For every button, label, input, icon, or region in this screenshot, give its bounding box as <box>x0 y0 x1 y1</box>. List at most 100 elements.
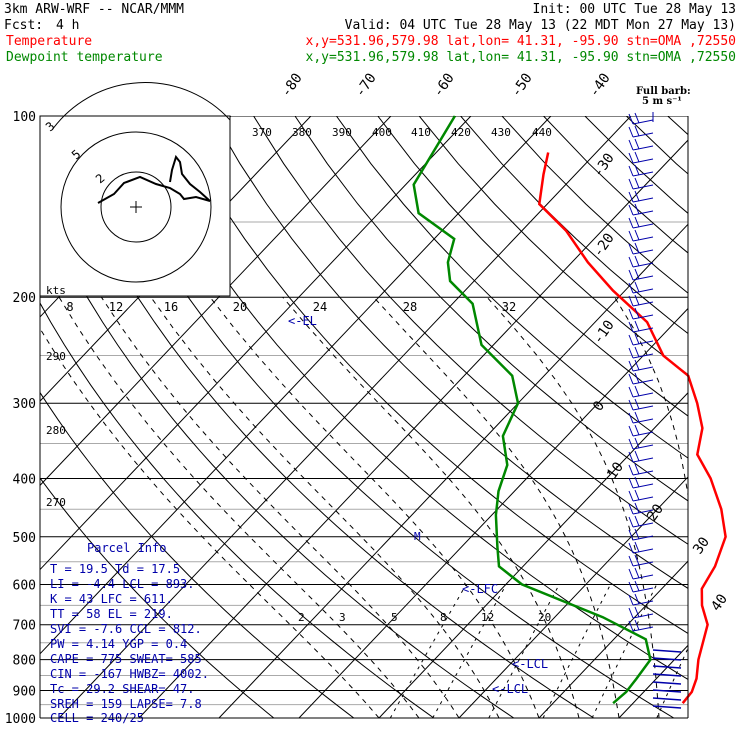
wind-barb-flag <box>628 529 634 541</box>
wind-barb-flag <box>634 203 640 215</box>
wind-barb-flag <box>628 204 634 216</box>
temperature-tick-label: 10 <box>604 459 627 482</box>
wind-barb-flag <box>628 386 634 398</box>
temperature-profile <box>537 152 727 704</box>
dry-adiabat-line <box>40 205 515 718</box>
wind-barb-flag <box>634 528 640 540</box>
wind-barb <box>632 574 654 580</box>
wind-barb-flag <box>634 463 640 475</box>
isotherm-line <box>138 139 688 718</box>
forecast-label: Fcst: <box>4 18 43 33</box>
temperature-tick-label: -70 <box>352 70 380 100</box>
pressure-tick-label: 1000 <box>5 712 36 727</box>
wind-barb-flag <box>628 425 634 437</box>
wind-barb-flag <box>634 476 640 488</box>
wind-barb <box>632 353 654 359</box>
hodograph-speed-label: 20 <box>233 300 247 314</box>
moist-adiabat-line <box>150 296 500 718</box>
wind-barb-flag <box>628 594 634 606</box>
wind-barb-flag <box>628 477 634 489</box>
moist-adiabat-line <box>100 296 460 718</box>
wind-barb <box>632 184 654 190</box>
parcel-row: Tc = 29.2 SHEAR= 47. <box>50 682 195 696</box>
lcl-marker: <-LCL <box>512 657 548 671</box>
theta-label: 380 <box>292 126 312 139</box>
parcel-info-title: Parcel Info <box>87 541 166 555</box>
moist-adiabat-line <box>58 296 420 718</box>
wind-barb-flag <box>634 567 640 579</box>
wind-barb <box>632 600 654 606</box>
wind-barb-flag <box>634 216 640 228</box>
wind-barb-flag <box>634 606 640 618</box>
forecast-hour: 4 h <box>56 18 79 33</box>
dry-adiabat-line <box>87 116 675 718</box>
mixing-ratio-label: 3 <box>339 611 346 624</box>
dry-adiabat-line <box>335 116 688 459</box>
wind-barb-flag <box>628 230 634 242</box>
pressure-tick-label: 400 <box>13 472 36 487</box>
mixing-ratio-label: 8 <box>440 611 447 624</box>
wind-barb <box>632 236 654 242</box>
wind-barb-flag <box>628 334 634 346</box>
theta-label: 280 <box>46 424 66 437</box>
parcel-row: SVI = -7.6 CCL = 812. <box>50 622 202 636</box>
wind-barb-flag <box>634 164 640 176</box>
wind-barb <box>632 548 654 554</box>
wind-barb-flag <box>628 165 634 177</box>
mixing-ratio-label: 20 <box>538 611 551 624</box>
hodograph-kts-label: kts <box>46 284 66 297</box>
isotherm-line <box>699 116 740 718</box>
wind-barb <box>632 418 654 424</box>
wind-barb-flag <box>628 555 634 567</box>
wind-barb-flag <box>628 308 634 320</box>
wind-barb-flag <box>634 450 640 462</box>
pressure-tick-label: 600 <box>13 578 36 593</box>
wind-barb <box>632 444 654 450</box>
wind-barb-flag <box>634 229 640 241</box>
temperature-tick-label: 0 <box>590 398 608 414</box>
mixing-ratio-line <box>488 584 560 718</box>
temperature-tick-label: 40 <box>708 591 731 614</box>
temperature-tick-label: -80 <box>278 70 306 100</box>
wind-barb-flag <box>634 515 640 527</box>
dry-adiabat-line <box>543 116 688 254</box>
temperature-series-name: Temperature <box>6 34 92 49</box>
wind-barb-flag <box>628 568 634 580</box>
dry-adiabat-line <box>377 116 688 417</box>
wind-barb <box>632 405 654 411</box>
wind-barb <box>652 665 682 669</box>
wind-barb-flag <box>628 607 634 619</box>
theta-label: 270 <box>46 496 66 509</box>
sounding-profiles <box>412 115 727 705</box>
wind-barb-flag <box>628 256 634 268</box>
wind-barb-flag <box>634 138 640 150</box>
hodograph-speed-label: 16 <box>164 300 178 314</box>
wind-barb <box>632 145 654 151</box>
theta-label: 430 <box>491 126 511 139</box>
wind-barb-flag <box>634 255 640 267</box>
dry-adiabat-line <box>46 116 595 718</box>
temperature-tick-label: -40 <box>586 70 614 100</box>
parcel-row: SREH = 159 LAPSE= 7.8 <box>50 697 202 711</box>
wind-barb <box>652 673 682 677</box>
moist-adiabat-line <box>40 327 380 718</box>
mixing-ratio-label: 2 <box>298 611 305 624</box>
wind-barb <box>632 535 654 541</box>
wind-barb <box>632 470 654 476</box>
wind-barb <box>632 379 654 385</box>
wind-barb-flag <box>634 177 640 189</box>
isotherm-line <box>458 476 688 718</box>
lfc-marker: <-LFC <box>462 582 498 596</box>
wind-barb-flag <box>634 541 640 553</box>
wind-barb-flag <box>634 411 640 423</box>
wind-barb-flag <box>634 580 640 592</box>
dry-adiabat-line <box>40 391 355 718</box>
wind-barb <box>632 613 654 619</box>
parcel-row: CAPE = 775 SWEAT= 585 <box>50 652 202 666</box>
temperature-location: x,y=531.96,579.98 lat,lon= 41.31, -95.90… <box>306 34 736 49</box>
wind-barb-flag <box>628 464 634 476</box>
wind-barb <box>632 327 654 333</box>
theta-label: 440 <box>532 126 552 139</box>
dry-adiabat-line <box>253 116 688 545</box>
